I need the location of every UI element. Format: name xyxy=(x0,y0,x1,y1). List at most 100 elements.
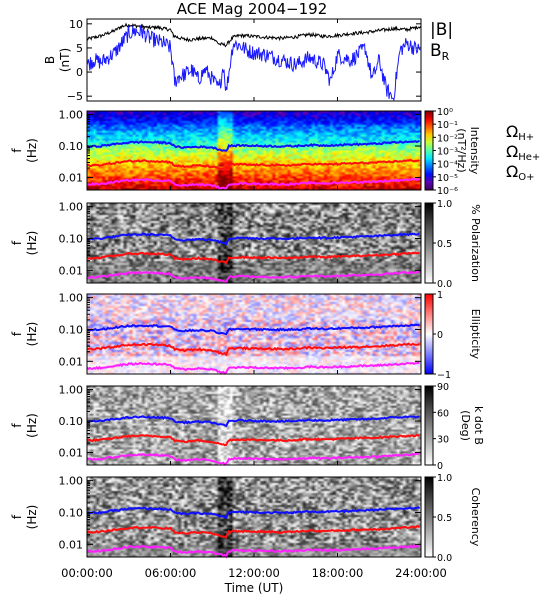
ellipticity-panel: 1.00 0.10 0.01 f (Hz) 1 0 −1 Ellipticity xyxy=(10,290,482,381)
gyro-line-Hplus xyxy=(86,505,421,519)
gyro-line-Oplus xyxy=(86,177,421,190)
colorbar-tick-label: 90 xyxy=(437,382,449,393)
coherence-colorbar-label: Coherency xyxy=(469,488,482,547)
field-ytick-label: 10 xyxy=(69,18,83,31)
freq-ylabel-line: (Hz) xyxy=(25,231,39,256)
colorbar-label-line: Coherency xyxy=(469,488,482,547)
colorbar-tick-label: 30 xyxy=(437,435,449,446)
polarization-colorbar xyxy=(424,202,434,284)
freq-ylabel-line: (Hz) xyxy=(25,322,39,347)
colorbar-tick-label: 0.5 xyxy=(437,239,452,250)
gyro-line-Heplus xyxy=(86,342,421,357)
time-tick-label: 18:00:00 xyxy=(312,566,364,580)
freq-tick-label: 0.10 xyxy=(59,506,84,519)
freq-ylabel-line: f xyxy=(10,240,24,245)
coherence-ylabel: f (Hz) xyxy=(10,505,39,530)
kdotb-colorbar-label: k dot B(Deg) xyxy=(459,406,485,445)
colorbar-label-line: k dot B xyxy=(472,406,485,445)
freq-ylabel-line: (Hz) xyxy=(25,138,39,163)
colorbar-tick-label: 0.0 xyxy=(437,553,452,564)
colorbar-label-line: % Polarization xyxy=(469,204,482,282)
time-axis-label: Time (UT) xyxy=(224,581,284,595)
ellipticity-ylabel: f (Hz) xyxy=(10,322,39,347)
colorbar-tick-label: 10⁻³ xyxy=(437,147,458,158)
freq-tick-label: 1.00 xyxy=(59,201,84,214)
freq-tick-label: 0.01 xyxy=(59,538,84,551)
polarization-panel: 1.00 0.10 0.01 f (Hz) 1.0 0.5 0.0 % Polarization xyxy=(10,199,482,290)
figure-title: ACE Mag 2004−192 xyxy=(177,0,328,18)
freq-ylabel-line: f xyxy=(10,148,24,153)
gyro-line-Oplus xyxy=(86,361,420,375)
colorbar-tick-label: 1.0 xyxy=(437,199,452,210)
time-tick-label: 12:00:00 xyxy=(228,566,280,580)
polarization-colorbar-label: % Polarization xyxy=(469,204,482,282)
freq-ylabel-line: f xyxy=(10,423,24,428)
kdotb-colorbar xyxy=(424,385,434,466)
gyro-annotation-1: ΩHe+ xyxy=(506,142,540,163)
gyro-line-Heplus xyxy=(86,433,420,447)
coherence-colorbar xyxy=(424,476,434,558)
colorbar-tick-label: 0.5 xyxy=(437,513,452,524)
ellipticity-spectrogram xyxy=(87,294,421,374)
freq-tick-label: 1.00 xyxy=(59,292,84,305)
coherence-spectrogram xyxy=(87,477,421,557)
colorbar-tick-label: 0.0 xyxy=(437,279,452,290)
legend-bmag: |B| xyxy=(430,20,453,40)
gyro-line-Heplus xyxy=(86,158,421,172)
intensity-colorbar-label: Intensity(nT²/Hz) xyxy=(455,127,481,175)
intensity-ylabel: f (Hz) xyxy=(10,138,39,163)
kdotb-panel: 1.00 0.10 0.01 f (Hz) 90 60 30 0 k dot B(Deg) xyxy=(10,382,485,472)
freq-ylabel-line: (Hz) xyxy=(25,505,39,530)
gyro-line-Hplus xyxy=(86,323,421,336)
colorbar-tick-label: 0 xyxy=(437,330,443,341)
freq-tick-label: 1.00 xyxy=(59,109,84,122)
intensity-panel: 1.00 0.10 0.01 f (Hz) 10⁰ 10⁻¹ 10⁻² 10⁻³ 10⁻⁴ 10⁻⁵… xyxy=(10,107,481,197)
gyro-line-Hplus xyxy=(86,139,420,152)
intensity-colorbar xyxy=(424,110,434,191)
gyro-line-Oplus xyxy=(86,452,420,466)
colorbar-tick-label: 10⁻² xyxy=(437,133,458,144)
colorbar-tick-label: 10⁻⁵ xyxy=(437,173,458,184)
field-ytick-label: 0 xyxy=(76,66,83,79)
series-line-br xyxy=(86,25,422,102)
legend-br: BR xyxy=(430,41,450,63)
intensity-spectrogram xyxy=(87,111,421,190)
freq-tick-label: 0.10 xyxy=(59,323,84,336)
field-ytick-label: 5 xyxy=(76,42,83,55)
colorbar-tick-label: 1 xyxy=(437,290,443,301)
colorbar-label-line: (nT²/Hz) xyxy=(455,128,468,172)
colorbar-tick-label: 0 xyxy=(437,461,443,472)
field-ylabel-line: (nT) xyxy=(58,48,72,72)
kdotb-ylabel: f (Hz) xyxy=(10,413,39,438)
colorbar-tick-label: 10⁻⁶ xyxy=(437,186,458,197)
colorbar-label-line: (Deg) xyxy=(459,410,472,441)
field-ytick-label: −5 xyxy=(67,90,83,103)
freq-ylabel-line: f xyxy=(10,514,24,519)
freq-ylabel-line: f xyxy=(10,331,24,336)
freq-tick-label: 0.10 xyxy=(59,415,84,428)
field-ylabel: B (nT) xyxy=(43,48,72,72)
freq-tick-label: 0.10 xyxy=(59,140,84,153)
time-tick-label: 24:00:00 xyxy=(395,566,447,580)
freq-tick-label: 0.01 xyxy=(59,171,84,184)
ellipticity-colorbar xyxy=(424,293,434,375)
gyro-line-Oplus xyxy=(86,544,420,559)
series-line-bmag xyxy=(86,22,422,48)
freq-tick-label: 0.01 xyxy=(59,446,84,459)
gyro-annotation-2: ΩO+ xyxy=(506,162,534,183)
freq-tick-label: 0.01 xyxy=(59,355,84,368)
colorbar-tick-label: −1 xyxy=(437,370,451,381)
gyro-line-Hplus xyxy=(86,232,421,246)
ellipticity-colorbar-label: Ellipticity xyxy=(469,309,482,360)
time-tick-label: 06:00:00 xyxy=(145,566,197,580)
colorbar-label-line: Intensity xyxy=(468,127,481,175)
freq-tick-label: 0.01 xyxy=(59,264,84,277)
polarization-spectrogram xyxy=(87,203,421,283)
colorbar-tick-label: 10⁻¹ xyxy=(437,120,458,131)
field-panel: −5 0 5 10 B (nT) |B|BR xyxy=(43,18,453,103)
colorbar-tick-label: 1.0 xyxy=(437,473,452,484)
colorbar-tick-label: 10⁰ xyxy=(437,107,453,118)
gyro-line-Oplus xyxy=(86,270,420,284)
gyro-line-Heplus xyxy=(86,251,421,265)
